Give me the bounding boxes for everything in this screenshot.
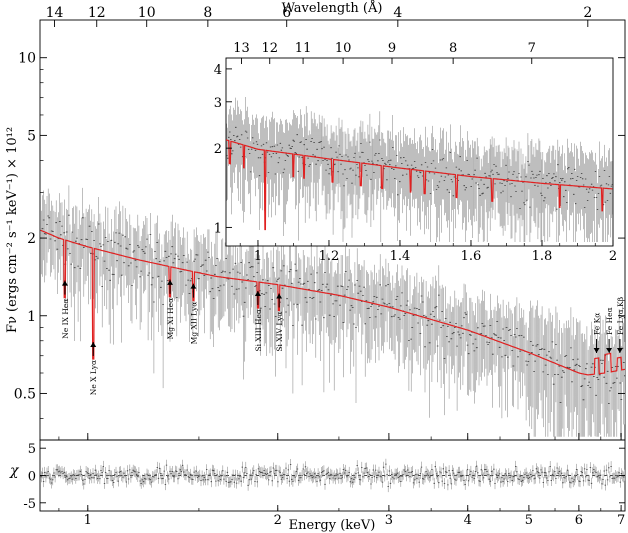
inset-top-tick-label: 8 bbox=[449, 41, 457, 56]
inset-y-tick-label: 2 bbox=[214, 142, 222, 157]
y-tick-label: 0.5 bbox=[14, 386, 36, 402]
x-tick-label: 2 bbox=[274, 513, 282, 528]
y-axis-label: Fν (ergs cm⁻² s⁻¹ keV⁻¹) × 10¹² bbox=[5, 127, 20, 333]
x-tick-label: 7 bbox=[617, 513, 625, 528]
residual-axis-ticks: -5 0 5 1 2 3 4 5 6 7 bbox=[23, 442, 625, 528]
top-tick-label: 14 bbox=[46, 5, 64, 21]
top-tick-label: 8 bbox=[203, 5, 212, 21]
line-arrowhead bbox=[606, 348, 613, 354]
x-tick-label: 1 bbox=[84, 513, 92, 528]
inset-y-tick-label: 3 bbox=[214, 96, 222, 111]
y-tick-label: 10 bbox=[18, 51, 36, 67]
residual-y-tick-label: 0 bbox=[28, 470, 36, 485]
line-arrowhead bbox=[593, 348, 600, 354]
line-arrowhead bbox=[276, 293, 283, 299]
x-axis-label: Energy (keV) bbox=[289, 518, 376, 533]
inset-top-tick-label: 9 bbox=[388, 41, 396, 56]
model-series bbox=[40, 229, 626, 376]
top-tick-label: 4 bbox=[393, 5, 402, 21]
inset-x-tick-label: 1 bbox=[254, 249, 262, 264]
inset-top-tick-label: 12 bbox=[261, 41, 278, 56]
residual-error-bars bbox=[41, 458, 626, 493]
residual-points bbox=[40, 458, 626, 493]
inset-error-bars bbox=[226, 97, 613, 242]
inset-y-tick-label: 1 bbox=[214, 221, 222, 236]
line-arrowhead bbox=[616, 348, 623, 354]
line-label: Fe Lyα,Kβ bbox=[616, 297, 625, 335]
line-label: Mg XI Heα bbox=[166, 298, 175, 340]
inset-x-tick-label: 1.4 bbox=[390, 249, 411, 264]
line-arrowhead bbox=[61, 280, 68, 286]
residual-panel: -5 0 5 1 2 3 4 5 6 7 χ Energy (keV) bbox=[9, 439, 626, 533]
x-tick-label: 4 bbox=[464, 513, 472, 528]
line-label: Fe Heα bbox=[605, 307, 614, 335]
line-label: Ne IX Heα bbox=[61, 299, 70, 339]
top-tick-label: 12 bbox=[88, 5, 106, 21]
residual-y-tick-label: 5 bbox=[28, 442, 36, 457]
line-arrowhead bbox=[167, 279, 174, 285]
line-label: Si XIII Heα bbox=[254, 309, 263, 352]
inset-y-tick-label: 4 bbox=[214, 63, 222, 78]
residual-points-marks bbox=[40, 463, 626, 487]
inset-x-tick-label: 2 bbox=[609, 249, 617, 264]
model-curve bbox=[40, 229, 626, 376]
y-tick-label: 5 bbox=[27, 128, 36, 144]
line-arrowhead bbox=[90, 341, 97, 347]
line-arrowhead bbox=[254, 290, 261, 296]
line-label: Mg XII Lyα bbox=[189, 302, 198, 345]
inset-top-tick-label: 10 bbox=[335, 41, 352, 56]
top-tick-label: 2 bbox=[583, 5, 592, 21]
y-tick-label: 1 bbox=[27, 309, 36, 325]
inset-model-series bbox=[225, 139, 613, 231]
top-axis-label: Wavelength (Å) bbox=[282, 0, 383, 16]
inset-top-tick-label: 7 bbox=[528, 41, 536, 56]
residual-y-tick-label: -5 bbox=[23, 497, 36, 512]
residual-axis-label: χ bbox=[9, 463, 20, 479]
x-tick-label: 3 bbox=[385, 513, 393, 528]
x-tick-label: 6 bbox=[575, 513, 583, 528]
line-label: Fe Kα bbox=[593, 313, 602, 335]
line-annotations: Ne IX Heα Ne X Lyα Mg XI Heα Mg XII Lyα Si X… bbox=[61, 279, 625, 395]
inset-x-tick-label: 1.2 bbox=[319, 249, 340, 264]
inset-x-tick-label: 1.8 bbox=[532, 249, 553, 264]
inset-top-tick-label: 11 bbox=[295, 41, 312, 56]
line-label: Ne X Lyα bbox=[89, 360, 98, 395]
x-tick-label: 5 bbox=[525, 513, 533, 528]
inset-data-series bbox=[226, 97, 614, 242]
inset-top-tick-label: 13 bbox=[233, 41, 250, 56]
line-label: Si XIV Lyα bbox=[275, 311, 284, 351]
line-arrowhead bbox=[190, 283, 197, 289]
top-tick-label: 6 bbox=[282, 5, 291, 21]
inset-x-tick-label: 1.6 bbox=[461, 249, 482, 264]
inset-model-curve bbox=[225, 139, 613, 231]
top-tick-label: 10 bbox=[138, 5, 156, 21]
y-tick-label: 2 bbox=[27, 231, 36, 247]
